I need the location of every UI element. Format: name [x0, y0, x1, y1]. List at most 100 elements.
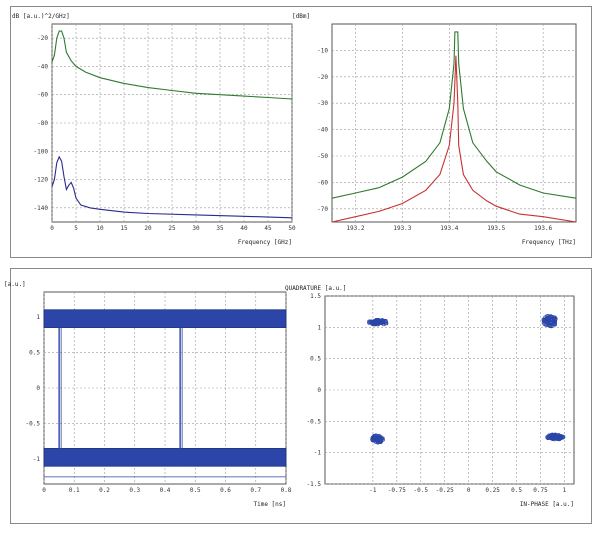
- x-tick-label: 30: [192, 225, 200, 232]
- y-tick-label: -1.5: [307, 481, 322, 488]
- eye-band-1: [43, 448, 287, 467]
- constellation-point: [542, 322, 547, 326]
- constellation-point: [550, 435, 555, 440]
- y-tick-label: -20: [317, 74, 328, 81]
- x-tick-label: 0.4: [160, 487, 171, 494]
- constellation-point: [384, 320, 388, 325]
- x-axis-label: IN-PHASE [a.u.]: [520, 501, 574, 508]
- x-tick-label: 25: [168, 225, 176, 232]
- y-axis-label: dB [a.u.)^2/GHz]: [12, 13, 70, 20]
- y-tick-label: -100: [34, 148, 49, 155]
- constellation-point: [546, 317, 551, 321]
- y-tick-label: -40: [37, 63, 48, 70]
- constellation-point: [375, 438, 380, 442]
- constellation-point: [546, 316, 551, 321]
- x-tick-label: -0.75: [388, 487, 406, 494]
- x-tick-label: 0: [467, 487, 471, 494]
- y-tick-label: 0: [317, 387, 321, 394]
- eye-band-0: [43, 309, 287, 328]
- x-tick-label: 0.2: [99, 487, 110, 494]
- constellation-point: [371, 435, 376, 440]
- x-tick-label: 20: [144, 225, 152, 232]
- x-tick-label: 10: [96, 225, 104, 232]
- constellation-point: [553, 320, 558, 325]
- x-tick-label: 0.3: [129, 487, 140, 494]
- x-tick-label: 0: [42, 487, 46, 494]
- y-tick-label: -0.5: [26, 421, 41, 428]
- y-tick-label: -60: [37, 92, 48, 99]
- y-tick-label: -1: [314, 450, 322, 457]
- series-line-1: [51, 155, 293, 219]
- constellation-point: [547, 323, 552, 327]
- y-tick-label: 1.5: [310, 293, 321, 300]
- x-tick-label: 0.75: [533, 487, 548, 494]
- y-tick-label: 1: [36, 314, 40, 321]
- x-tick-label: 0.1: [69, 487, 80, 494]
- x-tick-label: -0.5: [414, 487, 429, 494]
- constellation-point: [544, 321, 549, 326]
- constellation-point: [558, 436, 563, 440]
- x-axis-label: Time [ns]: [253, 501, 286, 508]
- y-tick-label: -140: [34, 205, 49, 212]
- y-tick-label: -60: [317, 179, 328, 186]
- x-axis-label: Frequency [GHz]: [238, 239, 292, 246]
- constellation-point: [549, 322, 554, 327]
- x-tick-label: 1: [563, 487, 567, 494]
- x-tick-label: 193.2: [346, 225, 364, 232]
- y-axis-label: [a.u.]: [4, 281, 26, 288]
- series-line-0: [51, 30, 293, 100]
- x-tick-label: 50: [288, 225, 296, 232]
- x-tick-label: 193.6: [534, 225, 552, 232]
- x-tick-label: 15: [120, 225, 128, 232]
- y-tick-label: -80: [37, 120, 48, 127]
- x-tick-label: 35: [216, 225, 224, 232]
- constellation-point: [549, 323, 554, 328]
- constellation-point: [380, 436, 385, 441]
- constellation-point: [367, 320, 372, 325]
- y-tick-label: 0.5: [29, 349, 40, 356]
- x-tick-label: 0.8: [281, 487, 292, 494]
- x-tick-label: 0.7: [250, 487, 261, 494]
- y-tick-label: -20: [37, 35, 48, 42]
- x-tick-label: -0.25: [436, 487, 454, 494]
- x-tick-label: 0.6: [220, 487, 231, 494]
- x-tick-label: 193.5: [487, 225, 505, 232]
- x-tick-label: 193.4: [440, 225, 458, 232]
- constellation-point: [551, 315, 556, 320]
- x-tick-label: 0.5: [511, 487, 522, 494]
- x-tick-label: 5: [74, 225, 78, 232]
- y-tick-label: -30: [317, 100, 328, 107]
- x-tick-label: 40: [240, 225, 248, 232]
- constellation-point: [369, 320, 374, 325]
- constellation-point: [373, 435, 378, 440]
- y-tick-label: -10: [317, 47, 328, 54]
- x-axis-label: Frequency [THz]: [522, 239, 576, 246]
- constellation-point: [371, 435, 376, 440]
- x-tick-label: 0.5: [190, 487, 201, 494]
- x-tick-label: 193.3: [393, 225, 411, 232]
- y-tick-label: -70: [317, 206, 328, 213]
- y-axis-label: QUADRATURE [a.u.]: [285, 285, 346, 292]
- y-tick-label: -1: [33, 456, 41, 463]
- y-tick-label: -40: [317, 127, 328, 134]
- y-axis-label: [dBm]: [292, 13, 310, 20]
- y-tick-label: 1: [317, 324, 321, 331]
- constellation-point: [547, 434, 552, 438]
- constellation-point: [550, 433, 554, 438]
- constellation-point: [544, 319, 549, 324]
- x-tick-label: 45: [264, 225, 272, 232]
- x-tick-label: 0: [50, 225, 54, 232]
- y-tick-label: -0.5: [307, 418, 322, 425]
- series-line-1: [331, 55, 577, 223]
- y-tick-label: 0: [36, 385, 40, 392]
- y-tick-label: -50: [317, 153, 328, 160]
- y-tick-label: -120: [34, 177, 49, 184]
- x-tick-label: -1: [369, 487, 377, 494]
- constellation-point: [375, 320, 380, 325]
- series-line-0: [331, 31, 577, 199]
- x-tick-label: 0.25: [485, 487, 500, 494]
